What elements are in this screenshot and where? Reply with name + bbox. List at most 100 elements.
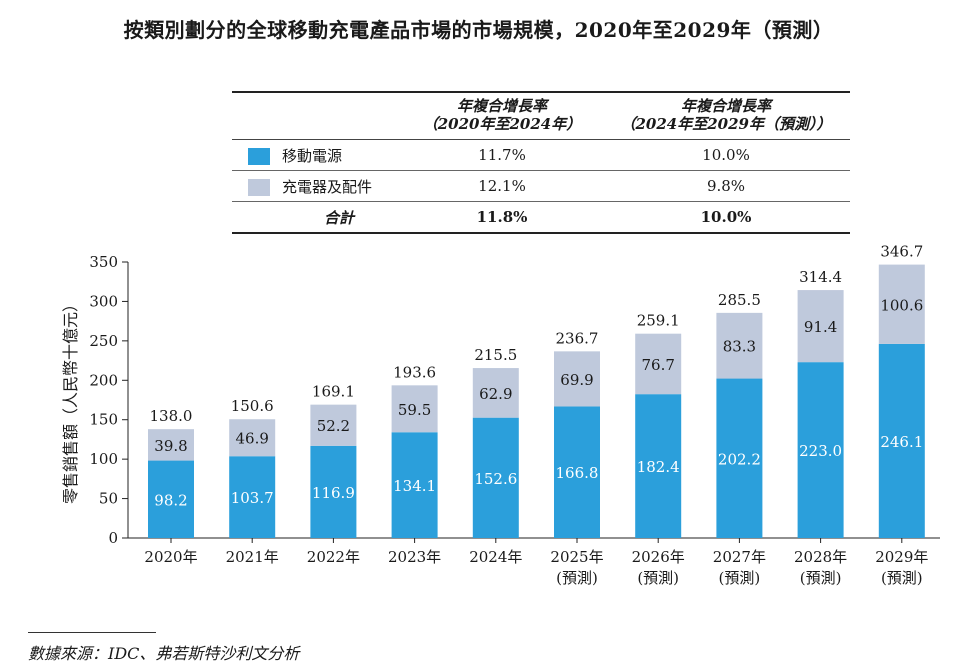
y-tick-label: 150 bbox=[89, 411, 118, 429]
data-label-charger: 46.9 bbox=[235, 430, 268, 448]
data-label-power-bank: 116.9 bbox=[312, 484, 355, 502]
data-label-charger: 62.9 bbox=[479, 385, 512, 403]
row-cagr2: 9.8% bbox=[602, 170, 850, 202]
bar-segment-charger bbox=[472, 368, 519, 418]
data-label-charger: 52.2 bbox=[317, 417, 350, 435]
data-label-charger: 39.8 bbox=[154, 437, 187, 455]
bar-segment-charger bbox=[229, 419, 276, 457]
bar-segment-charger bbox=[716, 312, 763, 379]
x-tick-sublabel: (預測) bbox=[556, 569, 598, 587]
bar-segment-charger bbox=[635, 333, 682, 395]
power-bank-swatch bbox=[248, 148, 270, 165]
x-tick-label: 2021年 bbox=[226, 548, 279, 566]
cagr-table-header: 年複合增長率 （2020年至2024年） 年複合增長率 （2024年至2029年… bbox=[232, 91, 850, 140]
bar-segment-charger bbox=[391, 385, 438, 433]
table-row-charger: 充電器及配件 12.1% 9.8% bbox=[232, 170, 850, 202]
header-cagr2-line1: 年複合增長率 bbox=[680, 97, 771, 115]
bar-segment-power-bank bbox=[472, 417, 519, 538]
data-label-charger: 76.7 bbox=[641, 356, 674, 374]
data-label-charger: 91.4 bbox=[804, 318, 837, 336]
total-cagr1: 11.8% bbox=[402, 201, 602, 234]
data-label-total: 215.5 bbox=[474, 346, 517, 364]
bar-segment-power-bank bbox=[148, 460, 194, 538]
x-tick-sublabel: (預測) bbox=[800, 569, 842, 587]
data-label-charger: 83.3 bbox=[723, 338, 756, 356]
y-tick-label: 50 bbox=[99, 490, 118, 508]
bar-segment-power-bank bbox=[229, 456, 276, 538]
data-label-total: 259.1 bbox=[637, 312, 680, 330]
data-label-power-bank: 166.8 bbox=[556, 464, 599, 482]
table-row-power-bank: 移動電源 11.7% 10.0% bbox=[232, 139, 850, 171]
x-tick-sublabel: (預測) bbox=[881, 569, 923, 587]
data-label-charger: 100.6 bbox=[880, 296, 923, 314]
y-tick-label: 100 bbox=[89, 450, 118, 468]
header-cagr1-line2: （2020年至2024年） bbox=[422, 115, 582, 133]
header-cagr-2024-2029: 年複合增長率 （2024年至2029年（預測）） bbox=[602, 91, 850, 140]
data-label-power-bank: 98.2 bbox=[154, 491, 187, 509]
x-tick-label: 2025年 bbox=[550, 548, 603, 566]
bar-segment-charger bbox=[148, 429, 194, 461]
data-label-power-bank: 246.1 bbox=[880, 433, 923, 451]
data-label-power-bank: 182.4 bbox=[637, 458, 680, 476]
bar-segment-charger bbox=[310, 404, 357, 446]
y-tick-label: 250 bbox=[89, 332, 118, 350]
data-label-charger: 59.5 bbox=[398, 401, 431, 419]
table-row-total: 合計 11.8% 10.0% bbox=[232, 201, 850, 234]
row-name-cell: 移動電源 bbox=[232, 139, 402, 171]
x-tick-sublabel: (預測) bbox=[719, 569, 761, 587]
total-cagr2: 10.0% bbox=[602, 201, 850, 234]
total-label: 合計 bbox=[324, 208, 355, 227]
source-divider bbox=[28, 632, 156, 633]
cagr-table: 年複合增長率 （2020年至2024年） 年複合增長率 （2024年至2029年… bbox=[232, 91, 850, 234]
row-name-cell: 充電器及配件 bbox=[232, 170, 402, 202]
header-cagr1-line1: 年複合增長率 bbox=[456, 97, 547, 115]
header-blank bbox=[232, 91, 402, 140]
data-label-power-bank: 202.2 bbox=[718, 450, 761, 468]
header-cagr-2020-2024: 年複合增長率 （2020年至2024年） bbox=[402, 91, 602, 140]
bar-segment-power-bank bbox=[716, 378, 763, 538]
bar-segment-power-bank bbox=[635, 394, 682, 538]
data-label-power-bank: 134.1 bbox=[393, 477, 436, 495]
data-label-total: 138.0 bbox=[150, 407, 193, 425]
data-label-total: 236.7 bbox=[556, 329, 599, 347]
bar-segment-power-bank bbox=[310, 445, 357, 538]
x-tick-label: 2027年 bbox=[713, 548, 766, 566]
chart-title: 按類別劃分的全球移動充電產品市場的市場規模，2020年至2029年（預測） bbox=[123, 18, 834, 42]
charger-swatch bbox=[248, 179, 270, 196]
data-label-charger: 69.9 bbox=[560, 371, 593, 389]
y-tick-label: 0 bbox=[108, 529, 118, 547]
data-label-power-bank: 103.7 bbox=[231, 489, 274, 507]
x-tick-label: 2026年 bbox=[632, 548, 685, 566]
total-name-cell: 合計 bbox=[232, 201, 402, 234]
data-label-total: 314.4 bbox=[799, 268, 842, 286]
x-tick-label: 2024年 bbox=[469, 548, 522, 566]
bar-segment-power-bank bbox=[554, 406, 600, 538]
x-tick-sublabel: (預測) bbox=[637, 569, 679, 587]
data-label-total: 193.6 bbox=[393, 363, 436, 381]
y-tick-label: 300 bbox=[89, 292, 118, 310]
x-tick-label: 2022年 bbox=[307, 548, 360, 566]
x-tick-label: 2023年 bbox=[388, 548, 441, 566]
header-cagr2-line2: （2024年至2029年（預測）） bbox=[620, 115, 832, 133]
bar-segment-charger bbox=[797, 290, 844, 363]
data-label-total: 285.5 bbox=[718, 291, 761, 309]
y-axis-label: 零售銷售額（人民幣十億元） bbox=[61, 296, 80, 504]
row-cagr1: 12.1% bbox=[402, 170, 602, 202]
x-tick-label: 2028年 bbox=[794, 548, 847, 566]
row-cagr2: 10.0% bbox=[602, 139, 850, 171]
data-label-total: 169.1 bbox=[312, 383, 355, 401]
bar-segment-power-bank bbox=[391, 432, 438, 538]
bar-segment-power-bank bbox=[797, 362, 844, 538]
x-tick-label: 2029年 bbox=[875, 548, 928, 566]
data-label-total: 346.7 bbox=[880, 243, 923, 261]
source-note: 數據來源：IDC、弗若斯特沙利文分析 bbox=[28, 644, 300, 663]
y-tick-label: 350 bbox=[89, 253, 118, 271]
bar-segment-charger bbox=[878, 264, 925, 344]
row-name: 移動電源 bbox=[282, 146, 343, 165]
bar-segment-power-bank bbox=[878, 343, 925, 538]
row-cagr1: 11.7% bbox=[402, 139, 602, 171]
row-name: 充電器及配件 bbox=[282, 177, 373, 196]
y-tick-label: 200 bbox=[89, 371, 118, 389]
x-tick-label: 2020年 bbox=[144, 548, 197, 566]
